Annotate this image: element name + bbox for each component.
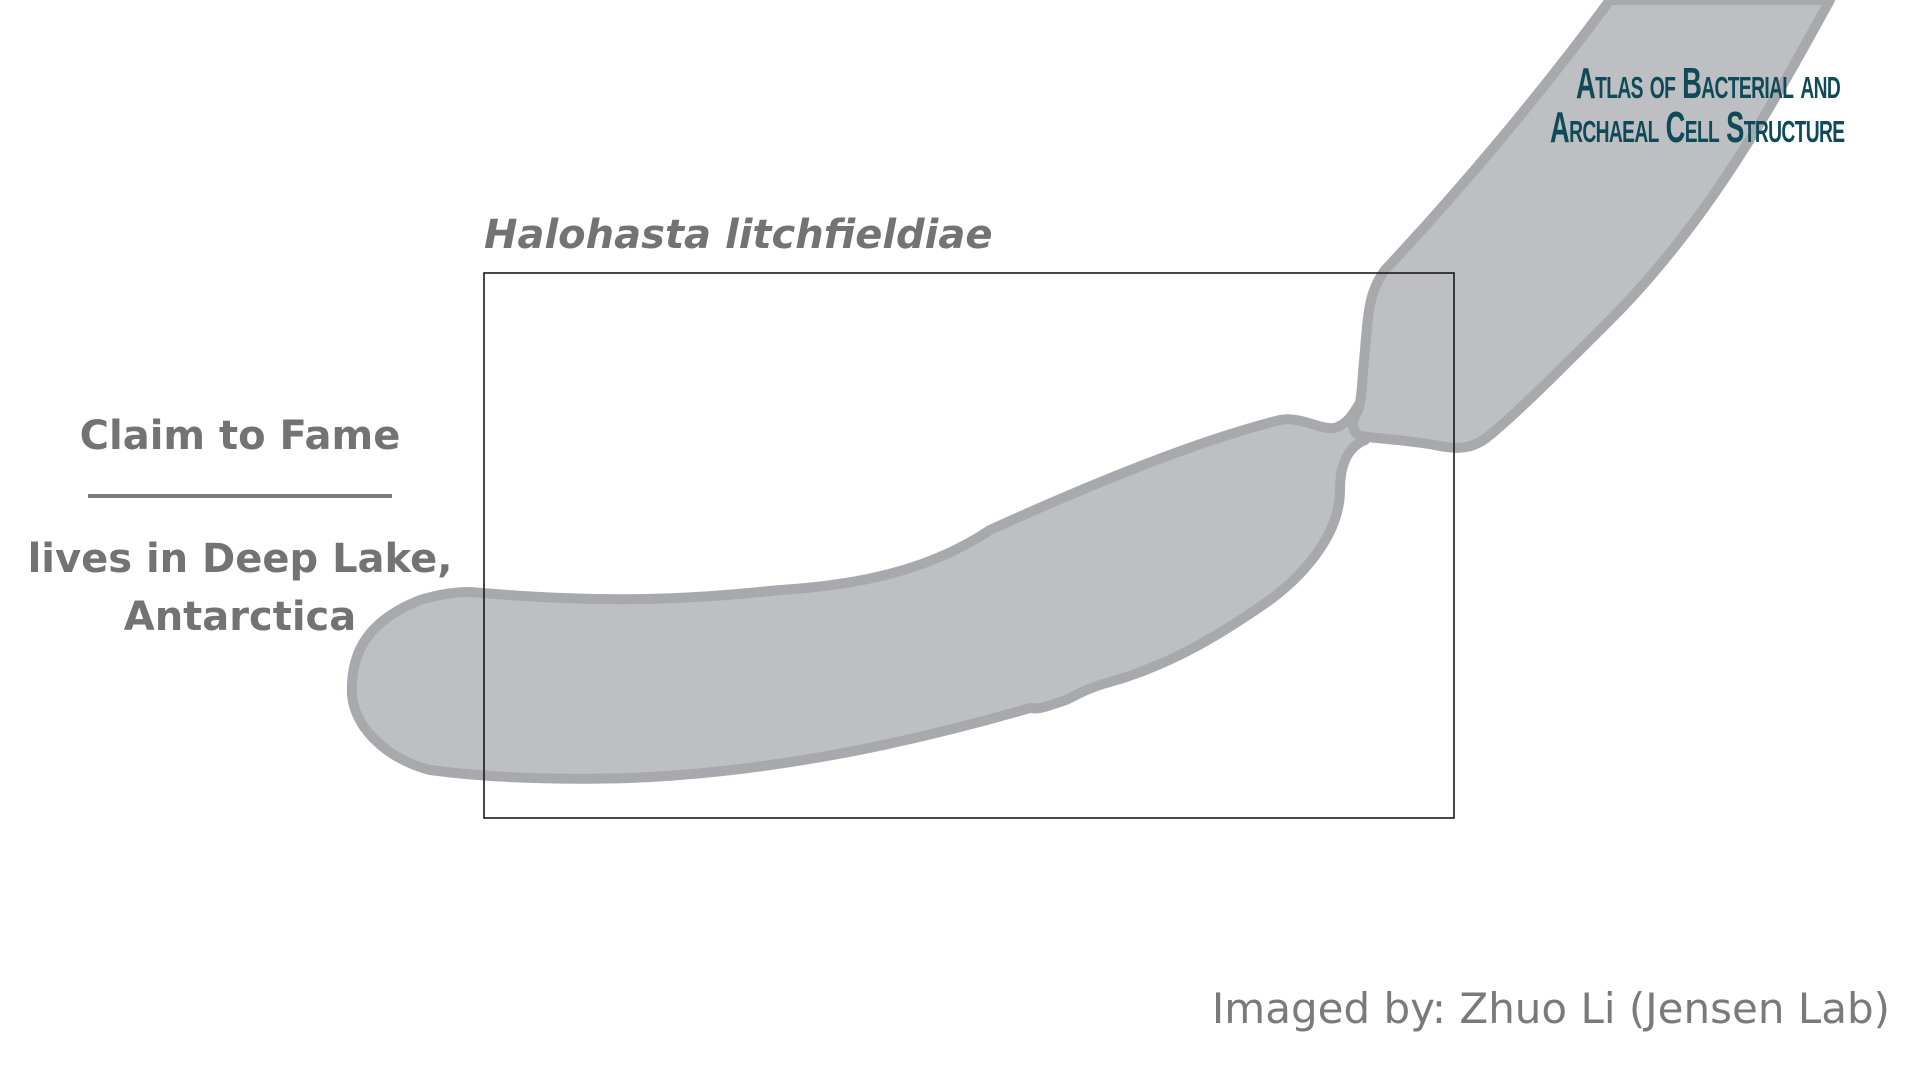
image-credit: Imaged by: Zhuo Li (Jensen Lab) <box>1211 984 1890 1033</box>
claim-text: lives in Deep Lake, Antarctica <box>27 536 453 640</box>
logo-line-2: Archaeal Cell Structure <box>1550 103 1845 152</box>
species-title: Halohasta litchfieldiae <box>484 212 993 258</box>
claim-divider <box>88 494 392 498</box>
atlas-logo: Atlas of Bacterial and Archaeal Cell Str… <box>1546 62 1886 158</box>
claim-heading: Claim to Fame <box>79 413 401 459</box>
cell-body-upper <box>1348 0 1835 453</box>
cell-body-lower <box>346 390 1370 784</box>
frame-box <box>483 272 1455 819</box>
logo-line-1: Atlas of Bacterial and <box>1576 59 1841 108</box>
